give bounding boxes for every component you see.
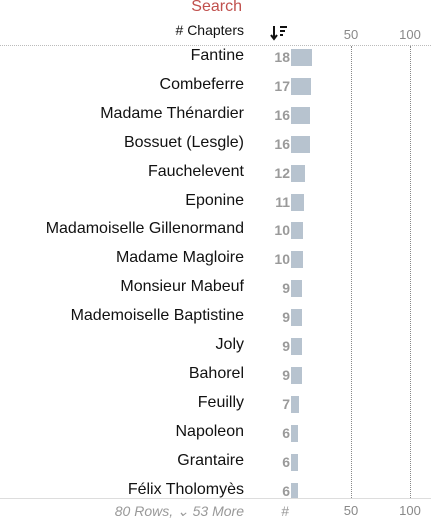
value-label: 9 [282, 366, 290, 383]
axis-tick-top-100: 100 [399, 27, 421, 42]
footer-divider [0, 498, 431, 499]
bar-row: Napoleon 6 [0, 422, 431, 449]
row-count-label: 80 Rows, [114, 503, 174, 519]
bar [291, 135, 311, 153]
value-label: 9 [282, 338, 290, 354]
category-label[interactable]: Napoleon [175, 422, 245, 440]
footer-summary: 80 Rows, ⌄ 53 More [0, 503, 244, 520]
value-label: 18 [274, 49, 290, 65]
category-label[interactable]: Bossuet (Lesgle) [123, 133, 244, 151]
bar [291, 164, 306, 182]
bar-row: Combeferre 17 [0, 75, 431, 102]
search-link[interactable]: Search [191, 0, 242, 15]
value-label: 6 [282, 424, 290, 441]
axis-tick-bottom-50: 50 [343, 503, 359, 518]
footer-hash-label: # [281, 503, 289, 519]
gridline-50 [351, 46, 352, 498]
category-label[interactable]: Eponine [185, 191, 244, 209]
bar [291, 222, 303, 240]
bar-row: Madame Magloire 10 [0, 248, 431, 275]
category-label[interactable]: Madame Thénardier [100, 104, 244, 122]
sort-descending-icon[interactable] [270, 24, 290, 42]
bar-row: Félix Tholomyès 6 [0, 480, 431, 499]
bar-row: Feuilly 7 [0, 393, 431, 420]
value-label: 10 [274, 251, 290, 268]
bar-row: Grantaire 6 [0, 451, 431, 478]
value-label: 6 [282, 453, 290, 470]
bar [291, 77, 312, 95]
value-label: 9 [282, 309, 290, 326]
category-label[interactable]: Madamoiselle Gillenormand [45, 220, 244, 238]
bar-row: Madame Thénardier 16 [0, 104, 431, 131]
bar [291, 251, 303, 269]
bar [291, 453, 299, 471]
category-label[interactable]: Fantine [190, 47, 244, 64]
bar-rows: Fantine 18 Combeferre 17 Madame Thénardier 16… [0, 46, 431, 498]
category-label[interactable]: Grantaire [177, 451, 244, 469]
bar [291, 366, 302, 384]
category-label[interactable]: Fauchelevent [147, 162, 244, 180]
column-header-label: # Chapters [175, 22, 244, 38]
value-label: 7 [282, 395, 290, 412]
bar-row: Fantine 18 [0, 46, 431, 73]
bar [291, 280, 302, 298]
value-label: 17 [274, 77, 290, 94]
bar-row: Monsieur Mabeuf 9 [0, 277, 431, 304]
bar [291, 424, 299, 442]
category-label[interactable]: Mademoiselle Baptistine [70, 307, 244, 325]
value-label: 16 [274, 135, 290, 152]
axis-tick-bottom-100: 100 [399, 503, 421, 518]
bar [291, 106, 311, 124]
bar-row: Bossuet (Lesgle) 16 [0, 133, 431, 160]
value-label: 11 [275, 193, 290, 210]
bar-row: Eponine 11 [0, 191, 431, 218]
value-label: 12 [274, 164, 290, 181]
category-label[interactable]: Bahorel [188, 364, 244, 382]
header-divider [0, 45, 431, 46]
category-label[interactable]: Feuilly [197, 393, 244, 411]
gridline-100 [410, 46, 411, 498]
category-label[interactable]: Félix Tholomyès [127, 480, 244, 498]
value-label: 9 [282, 280, 290, 297]
axis-tick-top-50: 50 [343, 27, 359, 42]
category-label[interactable]: Madame Magloire [115, 249, 244, 267]
bar [291, 395, 300, 413]
show-more-link[interactable]: ⌄ 53 More [177, 503, 244, 519]
bar-row: Mademoiselle Baptistine 9 [0, 306, 431, 333]
bar-row: Madamoiselle Gillenormand 10 [0, 219, 431, 246]
category-label[interactable]: Joly [215, 336, 244, 353]
bar [291, 482, 299, 498]
category-label[interactable]: Combeferre [159, 75, 244, 93]
bar-row: Bahorel 9 [0, 364, 431, 391]
bar [291, 309, 302, 327]
value-label: 6 [282, 482, 290, 499]
bar-row: Fauchelevent 12 [0, 162, 431, 189]
value-label: 10 [274, 222, 290, 239]
bar [291, 193, 305, 211]
bar [291, 49, 313, 66]
category-label[interactable]: Monsieur Mabeuf [120, 278, 244, 296]
value-label: 16 [274, 106, 290, 123]
bar [291, 338, 302, 355]
bar-row: Joly 9 [0, 335, 431, 362]
